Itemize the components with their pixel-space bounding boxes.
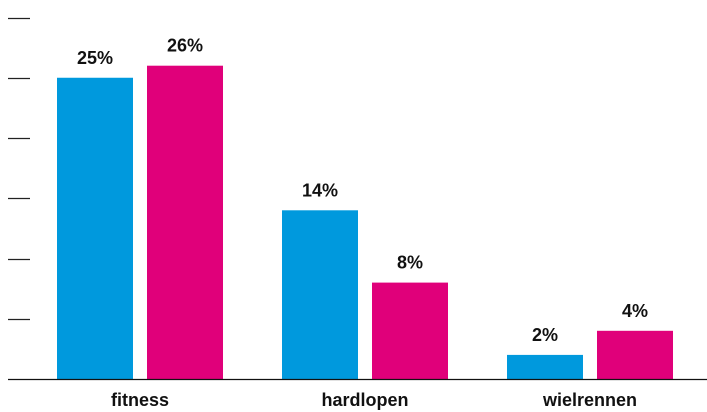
bar-fitness-series-2 — [147, 65, 223, 379]
value-label-hardlopen-series-1: 14% — [302, 180, 338, 200]
category-label-wielrennen: wielrennen — [542, 390, 637, 410]
category-labels: fitness hardlopen wielrennen — [111, 390, 637, 410]
value-label-wielrennen-series-1: 2% — [532, 325, 558, 345]
value-label-fitness-series-2: 26% — [167, 36, 203, 56]
bar-wielrennen-series-2 — [597, 330, 673, 379]
bar-fitness-series-1 — [57, 77, 133, 379]
bar-hardlopen-series-1 — [282, 210, 358, 379]
category-label-fitness: fitness — [111, 390, 169, 410]
bar-hardlopen-series-2 — [372, 282, 448, 379]
bar-value-labels: 25% 26% 14% 8% 2% 4% — [77, 36, 648, 345]
value-label-wielrennen-series-2: 4% — [622, 301, 648, 321]
value-label-hardlopen-series-2: 8% — [397, 253, 423, 273]
bars — [57, 65, 673, 379]
y-axis-ticks — [8, 17, 30, 321]
category-label-hardlopen: hardlopen — [321, 390, 408, 410]
value-label-fitness-series-1: 25% — [77, 48, 113, 68]
bar-wielrennen-series-1 — [507, 354, 583, 379]
